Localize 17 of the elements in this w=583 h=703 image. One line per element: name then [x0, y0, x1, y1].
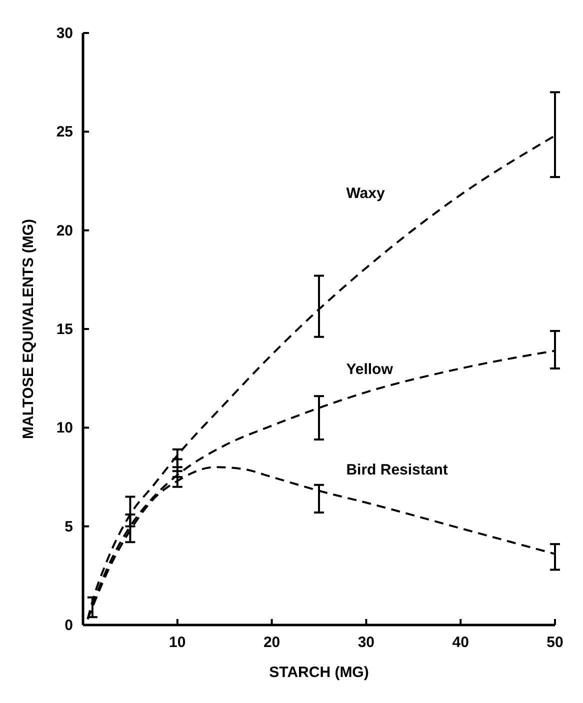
- y-tick-label: 5: [64, 518, 73, 536]
- y-tick-label: 10: [56, 420, 73, 437]
- x-tick-label: 50: [546, 634, 564, 651]
- series-label: Bird Resistant: [346, 462, 448, 479]
- x-axis-title: STARCH (MG): [269, 664, 369, 681]
- x-tick-label: 40: [452, 634, 469, 651]
- y-axis-title: MALTOSE EQUIVALENTS (MG): [20, 219, 37, 439]
- series-label: Yellow: [346, 361, 394, 378]
- y-tick-label: 0: [64, 617, 73, 634]
- y-tick-label: 20: [56, 222, 73, 240]
- y-tick-label: 30: [56, 25, 73, 42]
- x-tick-label: 10: [169, 634, 186, 651]
- x-tick-label: 20: [263, 634, 280, 651]
- text: Waxy: [346, 184, 386, 202]
- y-tick-label: 15: [56, 321, 73, 338]
- y-tick-label: 25: [56, 124, 73, 141]
- x-tick-label: 30: [358, 634, 375, 651]
